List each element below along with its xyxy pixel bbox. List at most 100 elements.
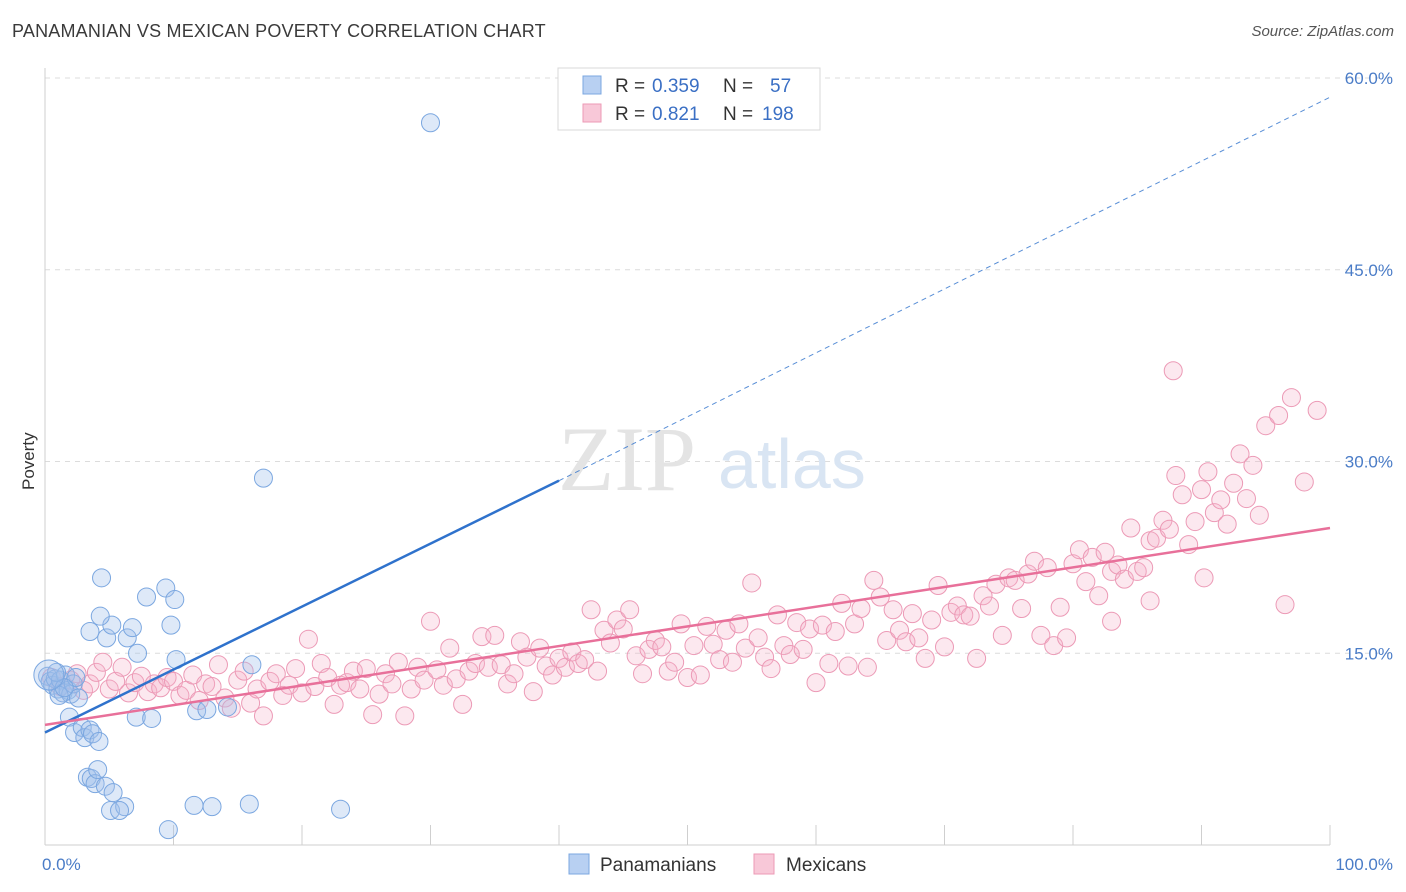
mexicans-point-157 (1057, 628, 1077, 648)
mexicans-point-6 (86, 662, 106, 682)
axes (44, 68, 1331, 846)
mexicans-point-153 (1031, 625, 1051, 645)
panamanians-point-53 (239, 794, 259, 814)
mexicans-point-58 (421, 611, 440, 631)
mexicans-point-57 (414, 670, 434, 690)
mexicans-point-82 (575, 650, 595, 670)
mexicans-point-84 (588, 661, 608, 681)
mexicans-point-9 (106, 671, 126, 691)
mexicans-point-71 (504, 664, 524, 684)
chart-source: Source: ZipAtlas.com (1251, 23, 1394, 40)
mexicans-point-126 (857, 657, 877, 677)
mexicans-point-117 (800, 619, 820, 639)
bottom-legend-swatch-mexicans (753, 853, 775, 875)
mexicans-point-179 (1198, 462, 1218, 482)
panamanians-point-51 (184, 795, 204, 815)
mexicans-point-183 (1224, 473, 1244, 493)
mexicans-points (41, 361, 1327, 726)
panamanians-point-39 (97, 628, 117, 648)
y-tick-label-3: 60.0% (1345, 69, 1393, 88)
mexicans-point-130 (883, 600, 903, 620)
mexicans-point-135 (915, 648, 935, 668)
mexicans-point-74 (523, 682, 543, 702)
mexicans-point-89 (620, 600, 640, 620)
mexicans-point-118 (806, 673, 826, 693)
tick-labels: 15.0% 30.0% 45.0% 60.0% 0.0% 100.0% (42, 69, 1393, 874)
mexicans-point-91 (633, 664, 653, 684)
mexicans-point-188 (1256, 416, 1276, 436)
mexicans-point-35 (273, 685, 293, 705)
panamanians-point-42 (122, 618, 142, 638)
mexicans-point-121 (825, 622, 845, 642)
mexicans-point-47 (350, 679, 370, 699)
panamanians-point-30 (115, 797, 135, 817)
mexicans-point-83 (581, 600, 601, 620)
legend-box (557, 67, 821, 131)
mexicans-point-147 (992, 625, 1012, 645)
panamanians-point-22 (89, 731, 109, 751)
mexicans-point-123 (838, 656, 858, 676)
legend-swatch-panamanians (582, 75, 602, 95)
panamanians-point-14 (54, 678, 74, 698)
top-legend: R = 0.359 N = 57 R = 0.821 N = 198 (557, 67, 821, 131)
mexicans-point-136 (922, 610, 942, 630)
mexicans-point-145 (979, 596, 999, 616)
watermark-zip: ZIP (558, 408, 696, 510)
mexicans-point-61 (440, 638, 460, 658)
bottom-legend-label-mexicans: Mexicans (786, 855, 866, 876)
mexicans-point-110 (755, 647, 775, 667)
mexicans-point-100 (690, 665, 710, 685)
mexicans-point-94 (652, 637, 672, 657)
mexicans-point-150 (1012, 599, 1032, 619)
mexicans-point-197 (1275, 595, 1295, 615)
panamanians-point-49 (165, 590, 185, 610)
mexicans-point-54 (395, 706, 415, 726)
panamanians-point-56 (253, 468, 273, 488)
mexicans-point-68 (485, 625, 505, 645)
mexicans-point-107 (735, 638, 755, 658)
legend-r-panamanians: 0.359 (652, 76, 700, 97)
mexicans-point-156 (1050, 597, 1070, 617)
panamanians-point-38 (128, 643, 148, 663)
mexicans-point-173 (1159, 519, 1179, 539)
mexicans-point-138 (935, 637, 954, 657)
mexicans-point-160 (1076, 572, 1096, 592)
mexicans-point-108 (742, 573, 762, 593)
mexicans-point-125 (851, 599, 871, 619)
legend-r-label-mexicans: R = (615, 104, 645, 125)
legend-n-panamanians: 57 (770, 76, 791, 97)
mexicans-point-186 (1243, 455, 1263, 475)
panamanians-point-21 (83, 724, 103, 744)
panamanians-point-44 (80, 622, 100, 642)
panamanians-point-45 (90, 606, 110, 626)
mexicans-point-105 (722, 652, 742, 672)
panamanians-point-50 (217, 697, 237, 717)
panamanians-point-34 (142, 708, 162, 728)
mexicans-point-137 (928, 575, 948, 595)
mexicans-point-177 (1185, 512, 1205, 532)
mexicans-point-50 (369, 684, 389, 704)
mexicans-point-162 (1089, 586, 1109, 606)
mexicans-point-178 (1192, 480, 1211, 500)
mexicans-point-174 (1166, 466, 1186, 486)
watermark-atlas: atlas (718, 425, 866, 503)
mexicans-point-144 (973, 586, 993, 606)
mexicans-point-154 (1037, 558, 1057, 578)
panamanians-point-12 (68, 688, 88, 708)
panamanians-point-32 (158, 820, 178, 840)
legend-n-label-mexicans: N = (723, 104, 753, 125)
mexicans-point-120 (819, 653, 839, 673)
mexicans-point-161 (1082, 547, 1102, 567)
mexicans-point-97 (671, 614, 691, 634)
mexicans-point-191 (1294, 472, 1314, 492)
mexicans-point-132 (896, 632, 916, 652)
mexicans-point-143 (967, 648, 987, 668)
trend-lines (44, 96, 1331, 734)
panamanians-point-55 (242, 655, 262, 675)
mexicans-point-64 (459, 661, 479, 681)
mexicans-point-185 (1236, 489, 1256, 509)
mexicans-point-184 (1230, 444, 1250, 464)
mexicans-point-109 (748, 628, 768, 648)
mexicans-point-5 (80, 674, 100, 694)
